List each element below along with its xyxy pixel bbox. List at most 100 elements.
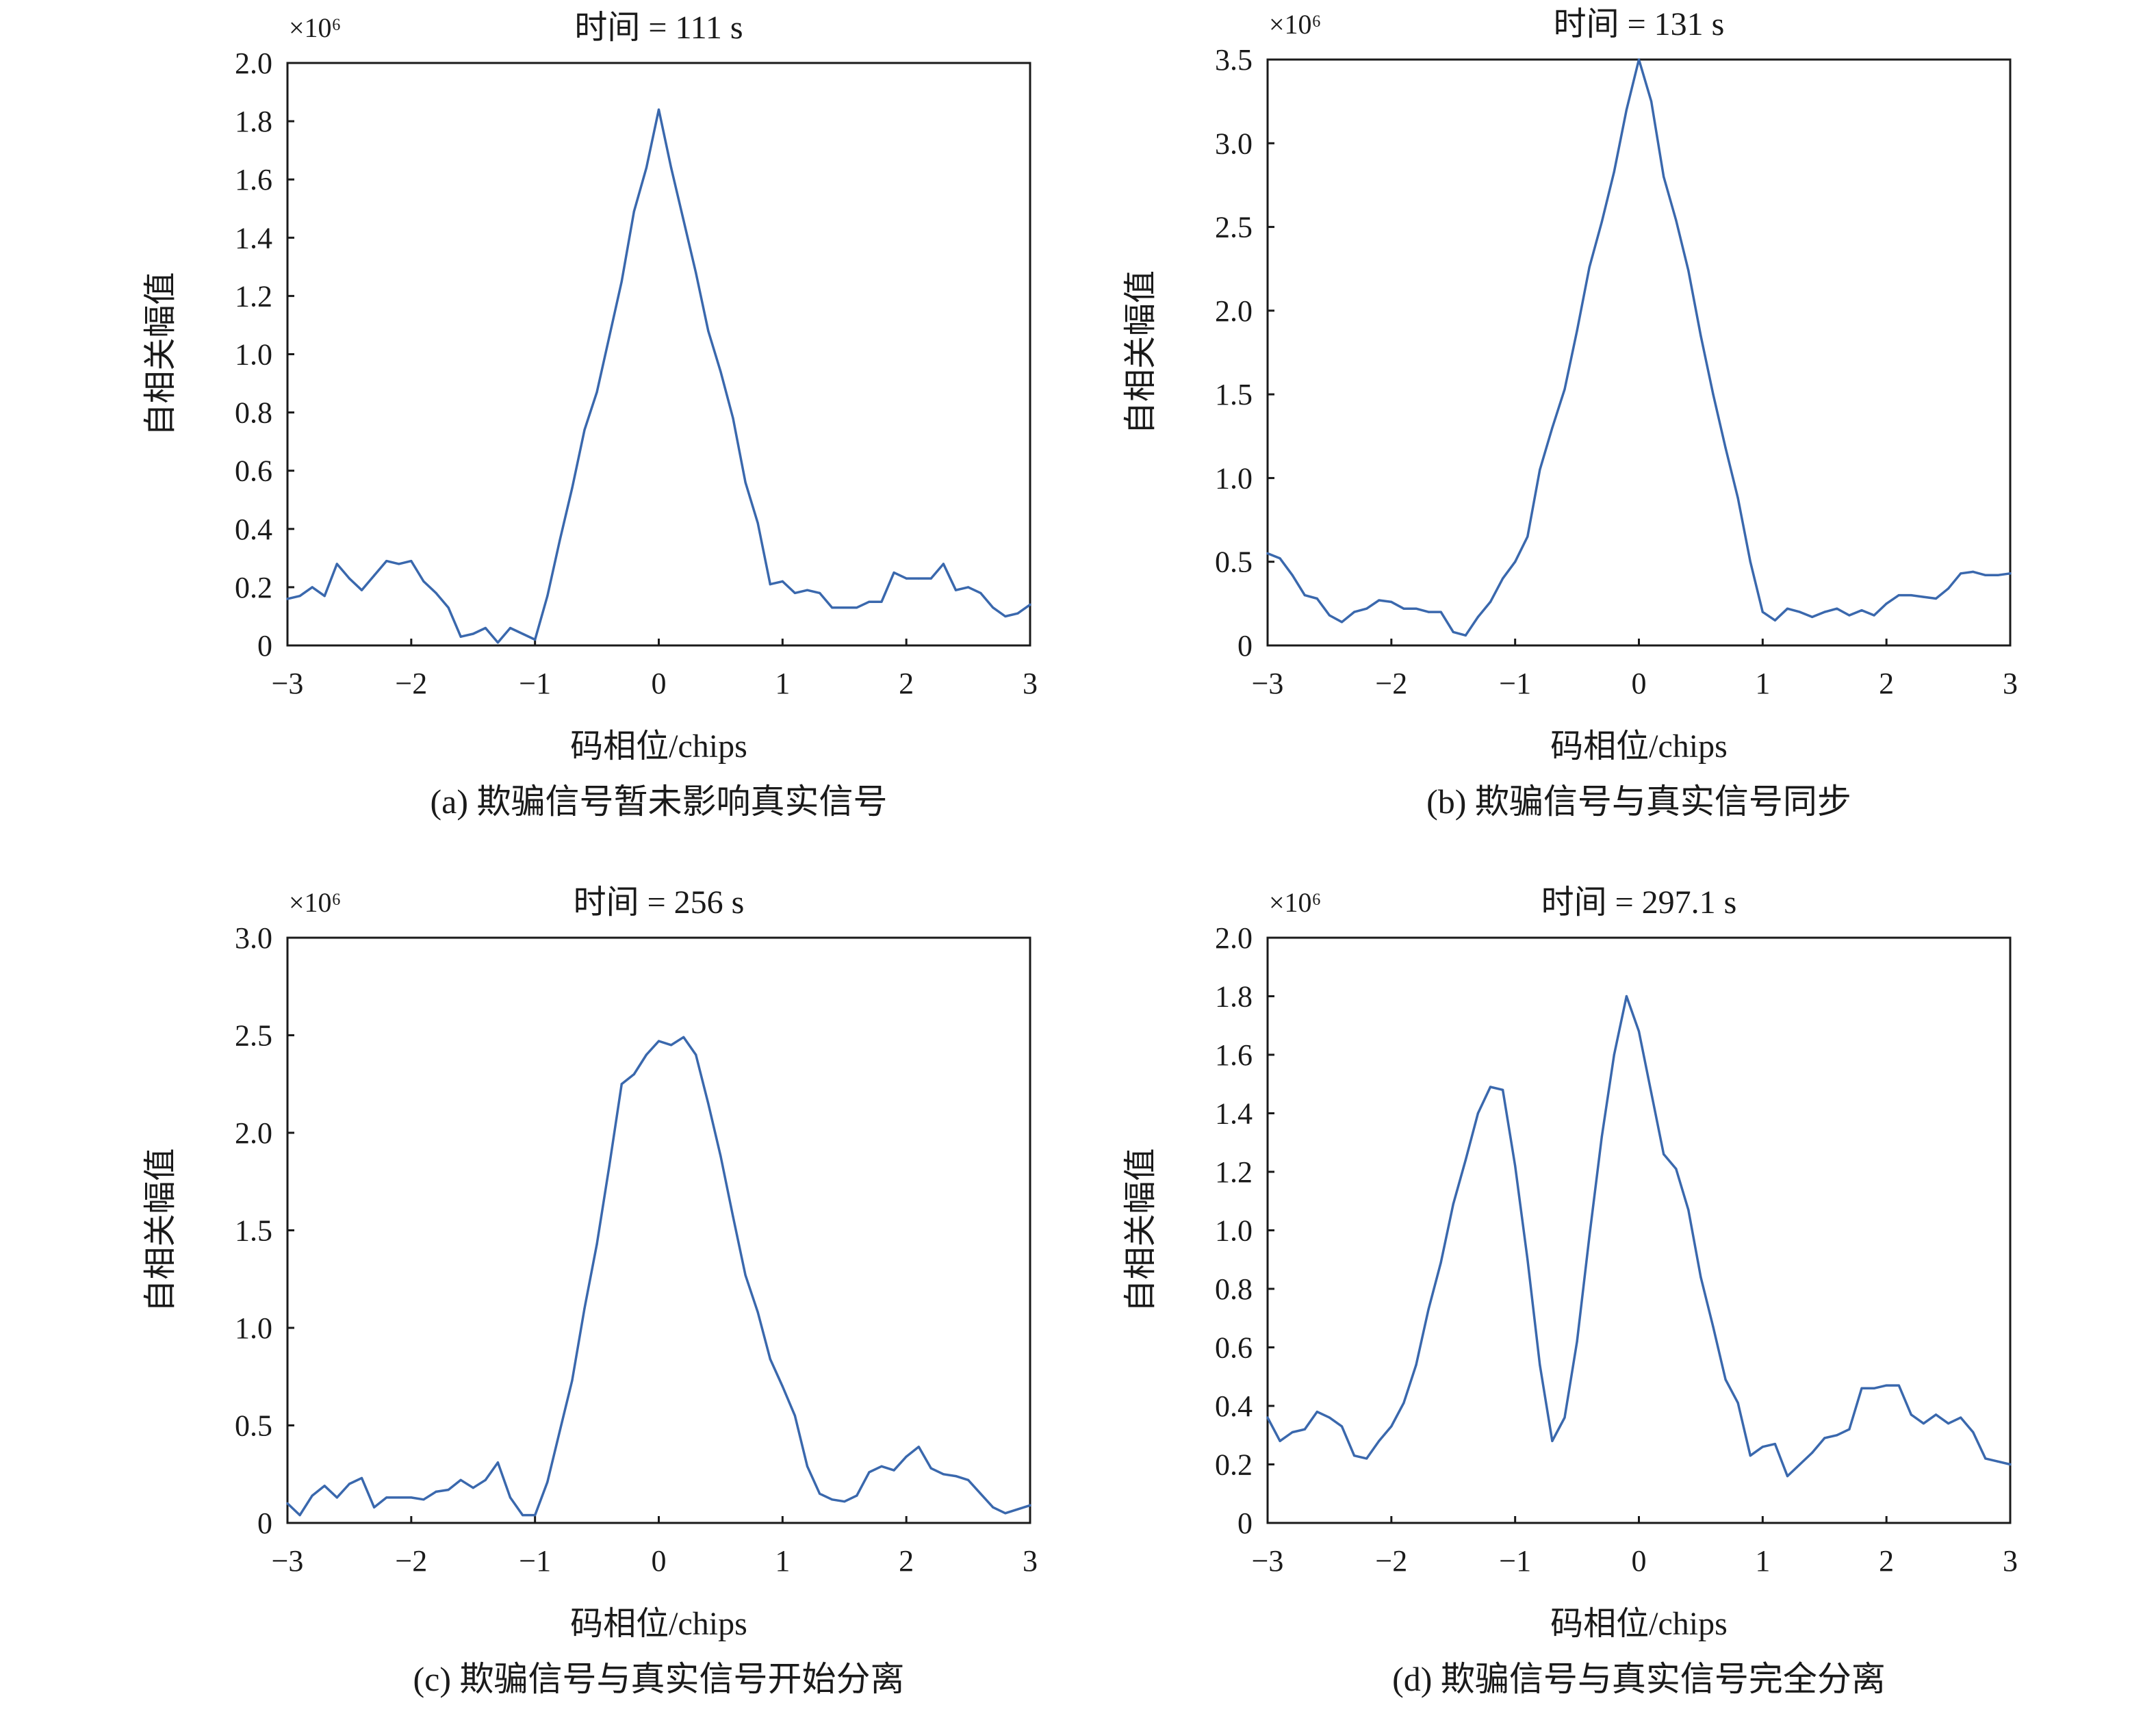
data-point xyxy=(1439,1261,1442,1264)
x-tick-label: 2 xyxy=(899,1544,914,1578)
data-point xyxy=(298,1514,301,1517)
data-point xyxy=(1279,557,1281,560)
data-point xyxy=(620,280,623,283)
y-axis-title: 自相关幅值 xyxy=(1122,1148,1159,1312)
x-tick-label: −3 xyxy=(1252,1544,1284,1578)
data-point xyxy=(1650,1091,1653,1094)
data-point xyxy=(1637,58,1641,61)
data-point xyxy=(1402,1402,1405,1405)
data-point xyxy=(1910,594,1912,597)
x-axis-title: 码相位/chips xyxy=(1550,728,1728,765)
data-point xyxy=(1984,1457,1987,1460)
data-point xyxy=(595,1242,598,1246)
data-point xyxy=(893,1469,895,1472)
x-tick-label: −3 xyxy=(272,1544,304,1578)
data-point xyxy=(929,577,932,580)
data-point xyxy=(1997,574,1999,576)
data-point xyxy=(1997,1460,1999,1463)
data-point xyxy=(1576,329,1578,332)
plot-frame xyxy=(1266,58,2012,647)
data-point xyxy=(1328,614,1331,617)
figure-caption: (c) 欺骗信号与真实信号开始分离 xyxy=(413,1660,905,1698)
data-point xyxy=(546,595,549,598)
data-point xyxy=(422,580,425,582)
data-point xyxy=(1984,574,1987,576)
data-point xyxy=(1687,1208,1690,1211)
data-point xyxy=(1004,1512,1007,1515)
data-point xyxy=(608,1164,611,1168)
data-point xyxy=(2009,1463,2012,1466)
x-tick-label: −3 xyxy=(272,667,304,700)
data-point xyxy=(1365,607,1368,610)
y-tick-label: 1.5 xyxy=(235,1214,272,1248)
data-point xyxy=(781,1385,784,1388)
data-point xyxy=(583,428,586,431)
data-point xyxy=(1600,220,1603,223)
data-point xyxy=(669,166,673,169)
data-point xyxy=(707,329,710,333)
data-point xyxy=(1340,1425,1344,1428)
data-point xyxy=(1885,602,1888,605)
data-point xyxy=(546,1480,549,1483)
data-point xyxy=(1489,1086,1492,1088)
data-point xyxy=(1823,611,1826,613)
data-point xyxy=(1303,594,1306,597)
x-tick-label: 1 xyxy=(1755,1544,1770,1578)
data-point xyxy=(893,572,895,574)
data-point xyxy=(756,1311,759,1313)
data-point xyxy=(1960,572,1962,575)
data-point xyxy=(1972,570,1975,573)
y-tick-label: 1.2 xyxy=(1215,1155,1253,1189)
y-scale-label: ×10⁶ xyxy=(289,12,342,43)
data-point xyxy=(1934,597,1938,600)
data-point xyxy=(1489,600,1492,604)
data-point xyxy=(917,1446,920,1448)
data-point xyxy=(1439,611,1442,613)
x-tick-label: 0 xyxy=(652,1544,667,1578)
panel-title: 时间 = 297.1 s xyxy=(1541,884,1737,921)
data-point xyxy=(1501,577,1504,580)
data-point xyxy=(929,1467,932,1470)
data-point xyxy=(1860,1387,1863,1389)
data-point xyxy=(422,1498,425,1501)
data-point xyxy=(1427,1308,1430,1311)
data-point xyxy=(1947,587,1950,590)
data-point xyxy=(669,1044,673,1047)
data-point xyxy=(298,595,301,598)
data-point xyxy=(732,417,734,420)
data-point xyxy=(756,522,759,524)
data-point xyxy=(1836,607,1838,610)
data-point xyxy=(1365,1457,1368,1460)
x-tick-label: 2 xyxy=(1879,667,1894,700)
data-point xyxy=(942,1473,945,1476)
data-point xyxy=(1811,1451,1814,1454)
data-point xyxy=(1786,1475,1789,1478)
data-point xyxy=(1823,1437,1826,1439)
x-tick-label: −3 xyxy=(1252,667,1284,700)
data-point xyxy=(856,1494,858,1497)
data-point xyxy=(719,370,722,373)
y-tick-label: 0.8 xyxy=(1215,1272,1253,1306)
data-point xyxy=(372,1506,376,1509)
y-axis-title: 自相关幅值 xyxy=(142,1148,179,1312)
data-point xyxy=(880,1465,883,1467)
data-point xyxy=(1625,995,1628,998)
data-point xyxy=(1266,1416,1269,1419)
data-point xyxy=(645,166,648,169)
y-tick-label: 0.6 xyxy=(1215,1331,1253,1365)
y-tick-label: 1.0 xyxy=(1215,1214,1253,1248)
data-point xyxy=(769,583,771,586)
data-point xyxy=(1922,595,1925,598)
data-point xyxy=(1539,468,1541,471)
y-tick-label: 1.8 xyxy=(1215,980,1253,1014)
data-point xyxy=(632,1073,635,1076)
y-tick-label: 2.0 xyxy=(1215,294,1253,328)
figure-caption: (b) 欺骗信号与真实信号同步 xyxy=(1426,782,1851,821)
y-tick-label: 1.5 xyxy=(1215,378,1253,411)
x-tick-label: 1 xyxy=(775,667,790,700)
data-point xyxy=(695,1053,697,1056)
data-point xyxy=(632,210,635,213)
data-point xyxy=(1897,594,1900,597)
data-point xyxy=(880,600,883,603)
